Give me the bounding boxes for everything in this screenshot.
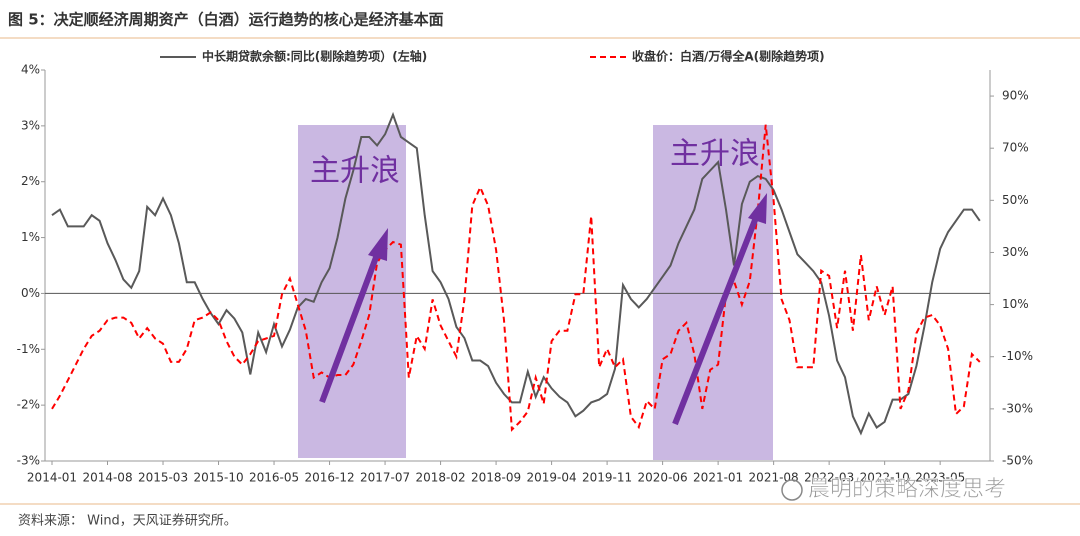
highlight-box: [653, 125, 773, 460]
source: 资料来源： Wind，天风证券研究所。: [18, 513, 237, 529]
x-tick-label: 2021-08: [749, 471, 799, 485]
y2-tick-label: -50%: [1002, 454, 1033, 468]
x-tick-label: 2018-09: [471, 471, 521, 485]
x-tick-label: 2015-10: [193, 471, 243, 485]
x-tick-label: 2019-04: [527, 471, 577, 485]
x-tick-label: 2014-08: [82, 471, 132, 485]
y-tick-label: 0%: [21, 286, 40, 300]
x-tick-label: 2016-05: [249, 471, 299, 485]
x-tick-label: 2016-12: [304, 471, 354, 485]
highlight-box: [298, 125, 406, 458]
y2-tick-label: 10%: [1002, 297, 1029, 311]
annotation: 主升浪: [670, 137, 760, 172]
y2-tick-label: 90%: [1002, 89, 1029, 103]
arrow: [672, 213, 760, 426]
x-tick-label: 2014-01: [27, 471, 77, 485]
legend-label: 中长期贷款余额:同比(剔除趋势项）(左轴): [202, 49, 427, 64]
plot-area: -3% -2% -1% 0% 1% 2% 3% 4% -50% -30% -10% 10% 30% 50%…: [17, 49, 1033, 485]
x-tick-label: 2019-11: [582, 471, 632, 485]
watermark: 晨明的策略深度思考: [808, 477, 1006, 502]
x-tick-label: 2017-07: [360, 471, 410, 485]
arrowhead: [368, 228, 388, 261]
annotation: 主升浪: [310, 154, 400, 189]
y-tick-label: 2%: [21, 174, 40, 188]
x-tick-label: 2015-03: [138, 471, 188, 485]
arrow: [319, 250, 381, 404]
y2-tick-label: -30%: [1002, 401, 1033, 415]
y-tick-label: -3%: [17, 454, 40, 468]
series-line: [51, 124, 981, 432]
x-tick-label: 2020-06: [638, 471, 688, 485]
y-tick-label: -1%: [17, 342, 40, 356]
x-tick-label: 2021-01: [693, 471, 743, 485]
x-tick-label: 2022-03: [804, 471, 854, 485]
series-line: [51, 111, 981, 436]
x-tick-label: 2018-02: [415, 471, 465, 485]
x-tick-label: 2022-10: [860, 471, 910, 485]
chart-title: 图 5：决定顺经济周期资产（白酒）运行趋势的核心是经济基本面: [8, 11, 444, 29]
y-tick-label: 4%: [21, 63, 40, 77]
y2-tick-label: 50%: [1002, 193, 1029, 207]
arrowhead: [748, 193, 767, 224]
watermark-icon: [781, 479, 803, 501]
y-tick-label: 3%: [21, 118, 40, 132]
x-tick-label: 2023-05: [915, 471, 965, 485]
y2-tick-label: -10%: [1002, 349, 1033, 363]
y2-tick-label: 70%: [1002, 141, 1029, 155]
y2-tick-label: 30%: [1002, 245, 1029, 259]
y-tick-label: 1%: [21, 230, 40, 244]
y-tick-label: -2%: [17, 398, 40, 412]
legend-label: 收盘价：白酒/万得全A(剔除趋势项): [632, 49, 825, 64]
